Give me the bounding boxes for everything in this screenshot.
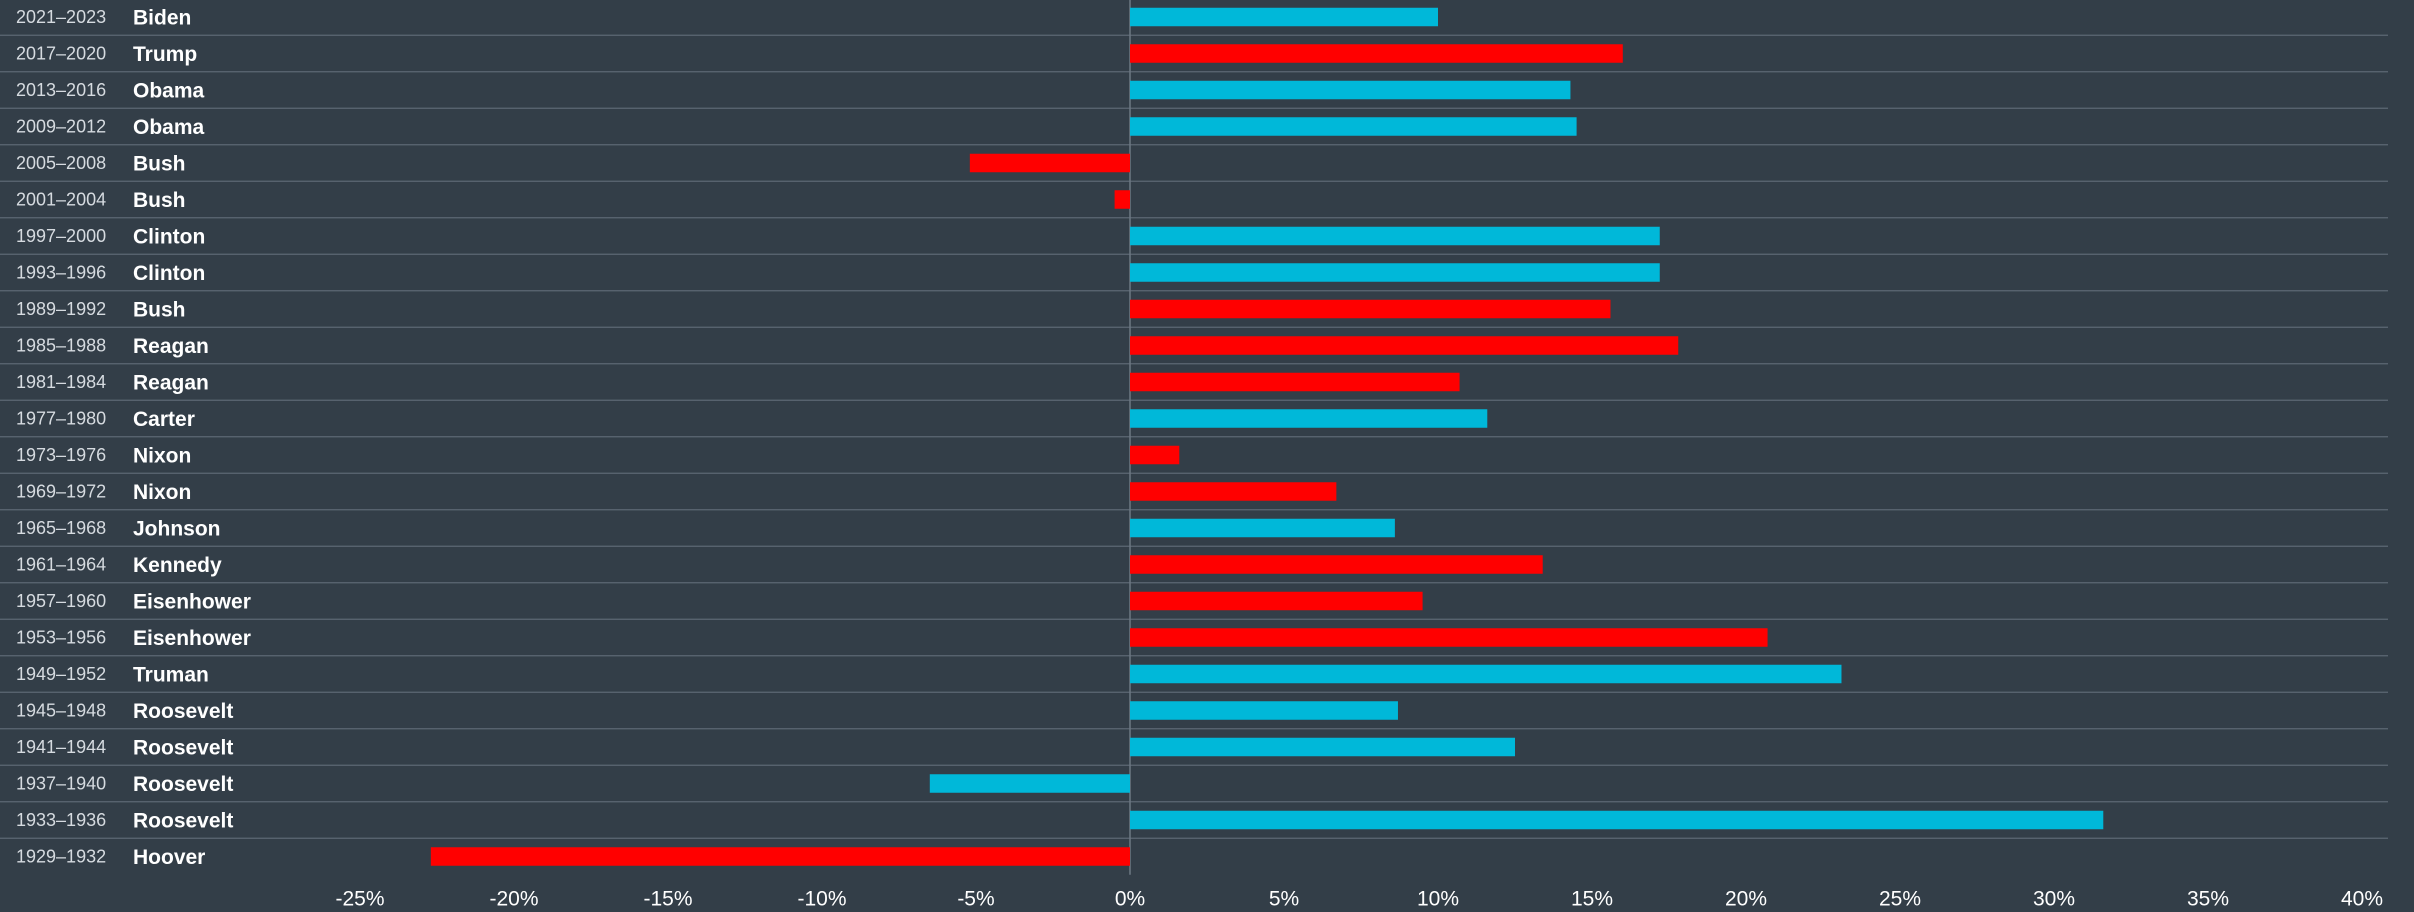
x-tick-label: 15% [1571, 888, 1613, 911]
x-tick-label: 20% [1725, 888, 1767, 911]
bar [1130, 409, 1488, 428]
x-tick-label: -10% [797, 888, 846, 911]
bar [1130, 701, 1398, 720]
president-label: Roosevelt [133, 773, 233, 796]
period-label: 1949–1952 [16, 664, 106, 684]
bar [1130, 299, 1611, 319]
president-label: Carter [133, 408, 195, 431]
president-label: Biden [133, 7, 191, 30]
period-label: 1941–1944 [16, 737, 106, 757]
president-label: Hoover [133, 846, 205, 869]
x-tick-label: 30% [2033, 888, 2075, 911]
president-label: Obama [133, 80, 205, 103]
president-label: Kennedy [133, 554, 222, 577]
bar [1130, 263, 1660, 282]
x-tick-label: -5% [957, 888, 994, 911]
president-label: Clinton [133, 226, 205, 249]
president-label: Bush [133, 299, 186, 322]
x-tick-label: -15% [643, 888, 692, 911]
x-tick-label: 40% [2341, 888, 2383, 911]
x-tick-label: 35% [2187, 888, 2229, 911]
period-label: 1945–1948 [16, 700, 106, 720]
bar [1130, 518, 1395, 538]
period-label: 2017–2020 [16, 43, 106, 63]
president-label: Bush [133, 189, 186, 212]
bar [1130, 737, 1515, 757]
president-label: Clinton [133, 262, 205, 285]
period-label: 1985–1988 [16, 335, 106, 355]
president-label: Johnson [133, 518, 221, 541]
period-label: 1937–1940 [16, 773, 106, 793]
president-label: Bush [133, 153, 186, 176]
x-tick-label: 5% [1269, 888, 1299, 911]
bar [1130, 336, 1679, 355]
bar [1130, 555, 1543, 574]
x-tick-label: 25% [1879, 888, 1921, 911]
period-label: 1981–1984 [16, 372, 106, 392]
period-label: 2009–2012 [16, 116, 106, 136]
president-label: Obama [133, 116, 205, 139]
bar [1130, 482, 1337, 501]
period-label: 2001–2004 [16, 189, 106, 209]
bar [430, 847, 1131, 866]
president-label: Trump [133, 43, 197, 66]
period-label: 1989–1992 [16, 299, 106, 319]
period-label: 1957–1960 [16, 591, 106, 611]
period-label: 1997–2000 [16, 226, 106, 246]
period-label: 1977–1980 [16, 408, 106, 428]
president-label: Truman [133, 664, 209, 687]
period-label: 1969–1972 [16, 481, 106, 501]
period-label: 1973–1976 [16, 445, 106, 465]
president-label: Nixon [133, 481, 191, 504]
period-label: 1961–1964 [16, 554, 106, 574]
bar [1130, 664, 1842, 684]
x-tick-label: -25% [335, 888, 384, 911]
bar [1114, 190, 1130, 209]
period-label: 1929–1932 [16, 846, 106, 866]
bar [1130, 810, 2104, 830]
period-label: 2021–2023 [16, 7, 106, 27]
period-label: 2013–2016 [16, 80, 106, 100]
period-label: 2005–2008 [16, 153, 106, 173]
x-tick-label: 0% [1115, 888, 1145, 911]
period-label: 1933–1936 [16, 810, 106, 830]
president-label: Reagan [133, 372, 209, 395]
president-label: Roosevelt [133, 737, 233, 760]
bar [969, 153, 1130, 173]
bar [929, 774, 1130, 793]
president-label: Nixon [133, 445, 191, 468]
president-label: Roosevelt [133, 810, 233, 833]
bar [1130, 372, 1460, 392]
bar [1130, 44, 1623, 63]
period-label: 1965–1968 [16, 518, 106, 538]
president-label: Eisenhower [133, 627, 251, 650]
bar [1130, 226, 1660, 246]
bar [1130, 591, 1423, 611]
bar [1130, 7, 1438, 27]
president-label: Reagan [133, 335, 209, 358]
bar [1130, 445, 1180, 465]
bar [1130, 628, 1768, 647]
president-label: Roosevelt [133, 700, 233, 723]
bar [1130, 117, 1577, 136]
x-tick-label: -20% [489, 888, 538, 911]
period-label: 1953–1956 [16, 627, 106, 647]
president-label: Eisenhower [133, 591, 251, 614]
x-tick-label: 10% [1417, 888, 1459, 911]
period-label: 1993–1996 [16, 262, 106, 282]
bar [1130, 80, 1571, 100]
